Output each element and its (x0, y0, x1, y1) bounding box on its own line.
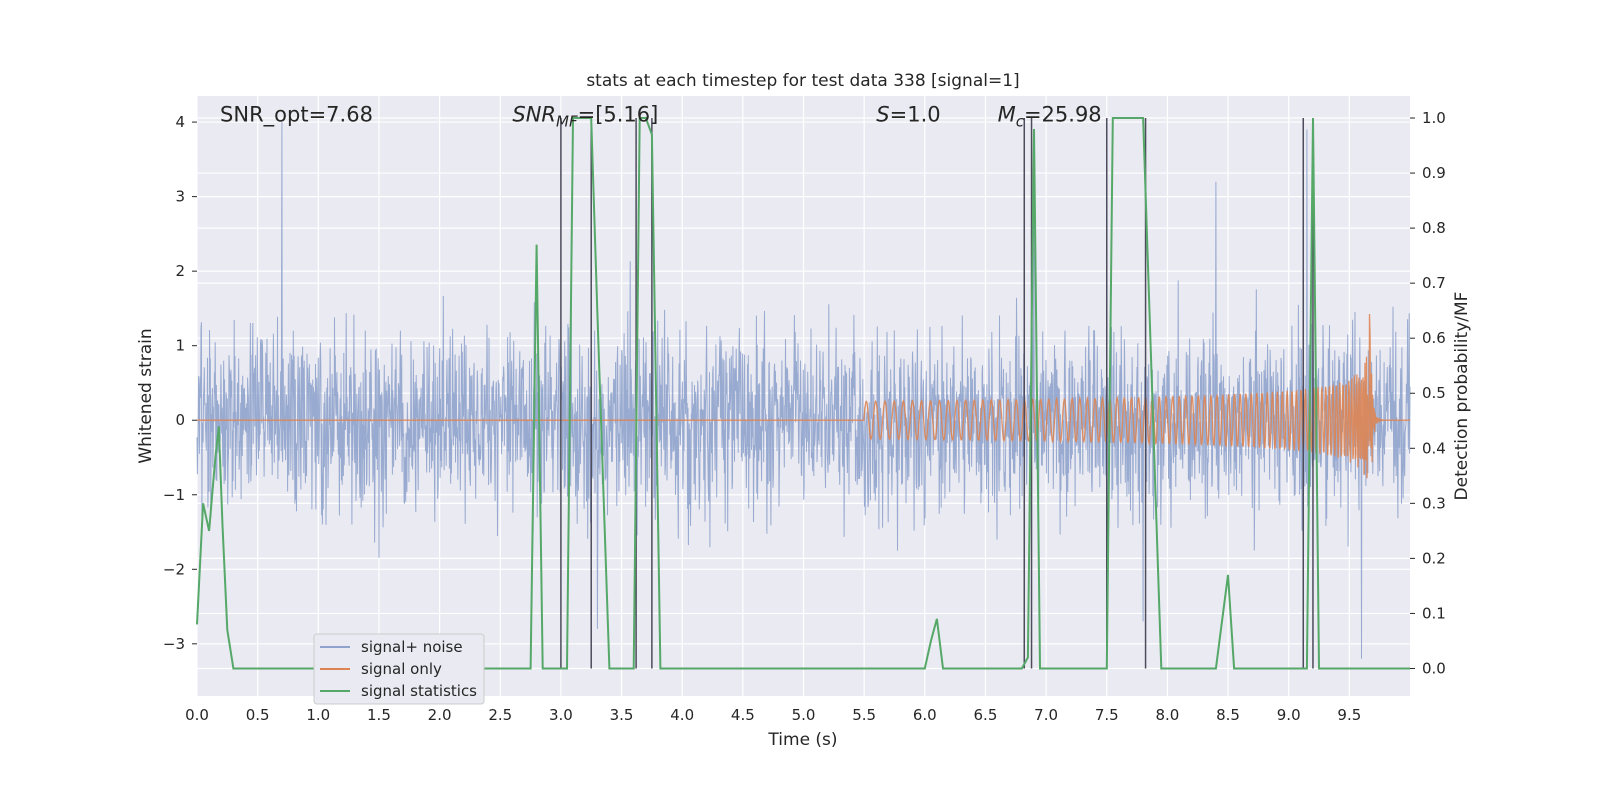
legend-entry-signal-only: signal only (361, 660, 442, 678)
y-tick-label: 1 (175, 337, 185, 355)
y-tick-label-right: 0.9 (1422, 164, 1446, 182)
y-tick-label-right: 0.2 (1422, 549, 1446, 567)
y-tick-label: 4 (175, 113, 185, 131)
y-tick-label-right: 0.6 (1422, 329, 1446, 347)
x-tick-label: 9.0 (1277, 706, 1301, 724)
y-axis-label-left: Whitened strain (136, 328, 156, 463)
x-tick-label: 3.0 (549, 706, 573, 724)
y-tick-label: −3 (163, 635, 185, 653)
y-tick-label-right: 1.0 (1422, 109, 1446, 127)
x-tick-label: 7.5 (1095, 706, 1119, 724)
y-tick-label: −2 (163, 560, 185, 578)
x-tick-label: 6.0 (913, 706, 937, 724)
signal-noise-line (196, 122, 1411, 659)
x-tick-label: 5.0 (792, 706, 816, 724)
x-tick-label: 8.0 (1155, 706, 1179, 724)
annotations: SNR_opt=7.68 SNRMF=[5.16] S=1.0 Mc=25.98 (220, 103, 1102, 131)
y-tick-labels-left: −3 −2 −1 0 1 2 3 4 (163, 113, 197, 653)
x-tick-label: 2.5 (488, 706, 512, 724)
y-tick-label: 3 (175, 188, 185, 206)
legend-entry-signal-statistics: signal statistics (361, 682, 477, 700)
x-tick-label: 0.0 (185, 706, 209, 724)
legend: signal+ noise signal only signal statist… (313, 633, 485, 705)
y-tick-label-right: 0.8 (1422, 219, 1446, 237)
x-tick-label: 1.0 (306, 706, 330, 724)
x-tick-label: 5.5 (852, 706, 876, 724)
y-tick-label: 0 (175, 411, 185, 429)
x-tick-labels: 0.0 0.5 1.0 1.5 2.0 2.5 3.0 3.5 4.0 4.5 5.0 5.5 6.0 6… (185, 706, 1361, 724)
y-axis-label-right: Detection probability/MF (1452, 292, 1472, 501)
y-tick-label-right: 0.4 (1422, 439, 1446, 457)
series-signal-noise (196, 122, 1411, 659)
x-axis-label: Time (s) (767, 730, 837, 750)
x-tick-label: 2.0 (428, 706, 452, 724)
y-tick-labels-right: 0.0 0.1 0.2 0.3 0.4 0.5 0.6 0.7 0.8 0.9 1.0 (1410, 109, 1446, 677)
y-tick-label-right: 0.7 (1422, 274, 1446, 292)
chart-title: stats at each timestep for test data 338… (586, 71, 1019, 91)
y-tick-label: −1 (163, 486, 185, 504)
x-tick-label: 1.5 (367, 706, 391, 724)
y-tick-label-right: 0.0 (1422, 659, 1446, 677)
annotation: Mc=25.98 (998, 103, 1102, 131)
y-tick-label-right: 0.1 (1422, 604, 1446, 622)
x-tick-label: 9.5 (1337, 706, 1361, 724)
signal-only-line (197, 313, 1410, 479)
x-tick-label: 0.5 (246, 706, 270, 724)
x-tick-label: 6.5 (974, 706, 998, 724)
x-tick-label: 8.5 (1216, 706, 1240, 724)
legend-box (313, 633, 485, 705)
x-tick-label: 3.5 (610, 706, 634, 724)
annotation: SNR_opt=7.68 (220, 103, 373, 128)
y-tick-label: 2 (175, 262, 185, 280)
legend-entry-signal-noise: signal+ noise (361, 638, 463, 656)
x-tick-label: 4.0 (670, 706, 694, 724)
y-tick-label-right: 0.5 (1422, 384, 1446, 402)
y-tick-label-right: 0.3 (1422, 494, 1446, 512)
x-tick-label: 4.5 (731, 706, 755, 724)
series-signal-only (197, 313, 1410, 479)
x-tick-label: 7.0 (1034, 706, 1058, 724)
annotation: SNRMF=[5.16] (512, 103, 658, 131)
annotation: S=1.0 (876, 103, 940, 127)
